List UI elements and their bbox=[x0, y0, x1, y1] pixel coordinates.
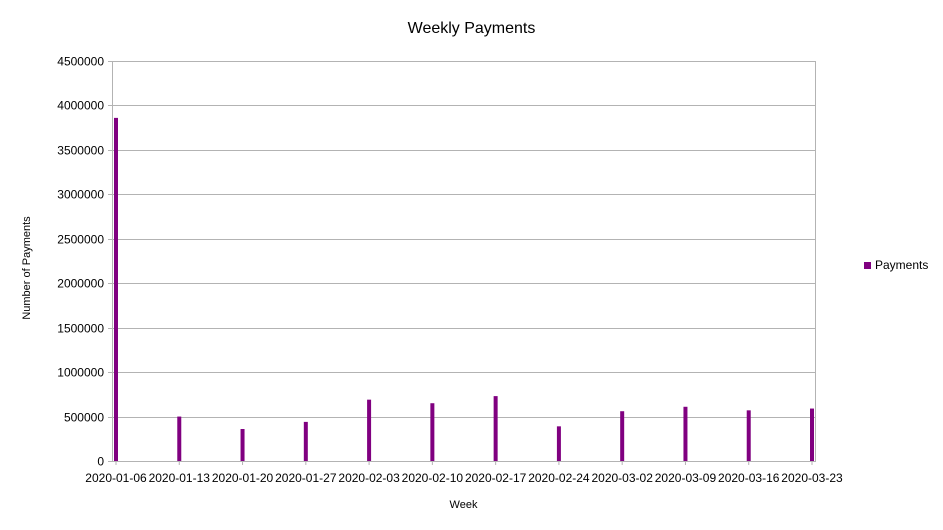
x-tick-label: 2020-01-27 bbox=[275, 471, 337, 485]
bar bbox=[303, 421, 308, 461]
x-tick-label: 2020-02-17 bbox=[465, 471, 527, 485]
legend-label: Payments bbox=[875, 258, 929, 272]
bar bbox=[177, 416, 182, 461]
bar bbox=[367, 399, 372, 461]
y-tick-label: 4500000 bbox=[57, 55, 104, 69]
x-tick-label: 2020-01-13 bbox=[149, 471, 211, 485]
y-tick-label: 4000000 bbox=[57, 99, 104, 113]
x-tick-label: 2020-02-10 bbox=[402, 471, 464, 485]
x-axis-label: Week bbox=[449, 499, 478, 511]
y-tick-label: 3500000 bbox=[57, 144, 104, 158]
bar bbox=[556, 426, 561, 461]
x-tick-label: 2020-01-20 bbox=[212, 471, 274, 485]
bar bbox=[240, 429, 245, 461]
legend: Payments bbox=[864, 258, 928, 272]
plot-area bbox=[112, 61, 816, 462]
bar bbox=[430, 403, 435, 461]
y-tick-label: 1500000 bbox=[57, 322, 104, 336]
x-tick-label: 2020-03-23 bbox=[781, 471, 843, 485]
bar bbox=[810, 408, 814, 461]
legend-swatch bbox=[864, 261, 871, 269]
y-tick-label: 0 bbox=[97, 455, 104, 469]
x-tick-label: 2020-02-24 bbox=[528, 471, 590, 485]
bar bbox=[746, 410, 751, 461]
y-axis-label: Number of Payments bbox=[21, 216, 33, 320]
bar bbox=[620, 411, 625, 461]
x-tick-label: 2020-03-09 bbox=[655, 471, 717, 485]
x-tick-label: 2020-03-02 bbox=[591, 471, 653, 485]
x-tick-label: 2020-03-16 bbox=[718, 471, 780, 485]
chart-title: Weekly Payments bbox=[407, 20, 536, 37]
x-tick-label: 2020-01-06 bbox=[85, 471, 147, 485]
bar bbox=[114, 117, 118, 461]
x-tick-label: 2020-02-03 bbox=[338, 471, 400, 485]
y-tick-label: 1000000 bbox=[57, 366, 104, 380]
bar bbox=[683, 406, 688, 461]
y-tick-label: 2000000 bbox=[57, 277, 104, 291]
y-tick-label: 500000 bbox=[64, 411, 104, 425]
y-tick-label: 3000000 bbox=[57, 188, 104, 202]
bar bbox=[493, 396, 498, 461]
y-tick-label: 2500000 bbox=[57, 233, 104, 247]
